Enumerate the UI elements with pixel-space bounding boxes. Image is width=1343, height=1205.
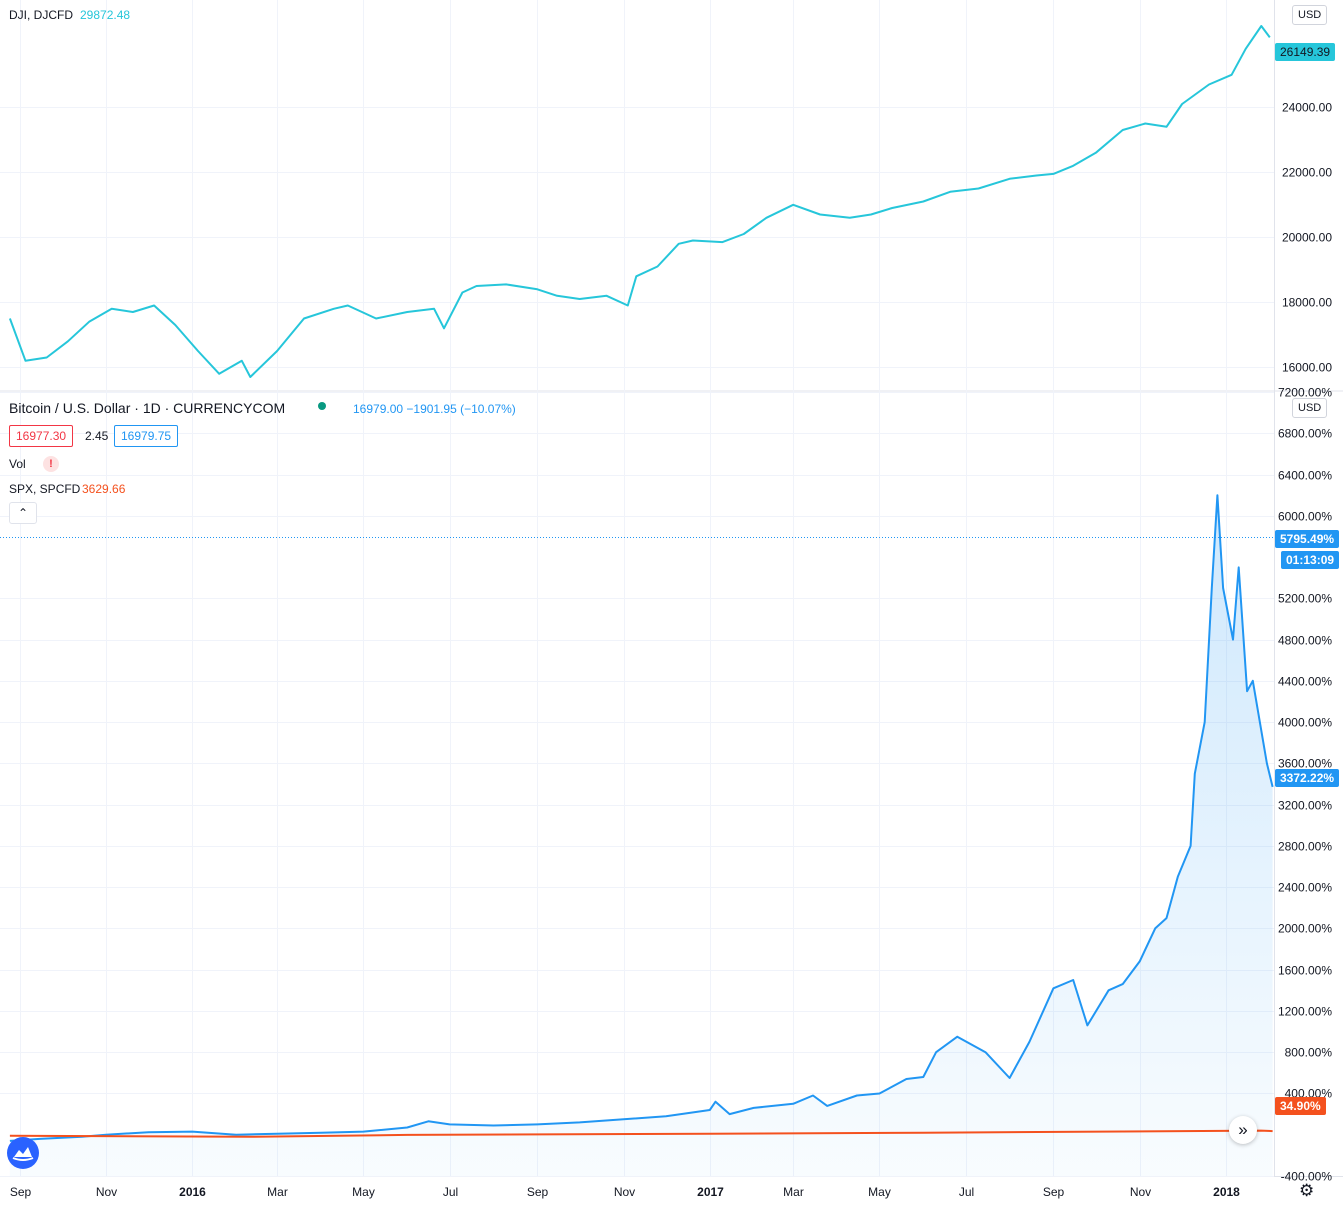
y-tick-label: 3600.00% — [1278, 757, 1332, 771]
x-tick-label: Mar — [267, 1185, 288, 1199]
dji-value-label: 29872.48 — [80, 8, 131, 22]
x-tick-label: Mar — [783, 1185, 804, 1199]
y-tick-label: 16000.00 — [1282, 361, 1332, 375]
y-tick-label: 7200.00% — [1278, 386, 1332, 400]
tradingview-logo-icon[interactable] — [7, 1137, 39, 1169]
bottom-currency-button[interactable]: USD — [1292, 398, 1328, 418]
x-tick-label: Nov — [1130, 1185, 1151, 1199]
x-tick-label: Sep — [1043, 1185, 1065, 1199]
y-tick-label: 22000.00 — [1282, 166, 1332, 180]
chevron-double-right-icon[interactable]: » — [1229, 1116, 1257, 1144]
y-tick-label: 4400.00% — [1278, 675, 1332, 689]
y-tick-label: 5200.00% — [1278, 592, 1332, 606]
crosshair-percent-tag: 5795.49% — [1275, 530, 1340, 548]
bar-countdown-tag: 01:13:09 — [1281, 551, 1340, 569]
btc-series-area — [9, 495, 1273, 1176]
btc-title[interactable]: Bitcoin / U.S. Dollar · 1D · CURRENCYCOM — [9, 400, 286, 416]
btc-last-percent-tag: 3372.22% — [1275, 769, 1340, 787]
x-tick-label: Nov — [96, 1185, 117, 1199]
top-currency-button[interactable]: USD — [1292, 5, 1328, 25]
x-tick-label: Sep — [10, 1185, 32, 1199]
x-tick-label: Jul — [959, 1185, 974, 1199]
x-tick-label: 2016 — [179, 1185, 206, 1199]
x-tick-label: May — [868, 1185, 891, 1199]
volume-label[interactable]: Vol — [9, 457, 26, 471]
x-tick-label: 2018 — [1213, 1185, 1240, 1199]
btc-quote: 16979.00 −1901.95 (−10.07%) — [353, 402, 516, 416]
x-tick-label: May — [352, 1185, 375, 1199]
market-status-dot-icon — [318, 402, 326, 410]
y-tick-label: 800.00% — [1285, 1046, 1333, 1060]
y-tick-label: 4000.00% — [1278, 716, 1332, 730]
ask-price-box[interactable]: 16979.75 — [114, 425, 179, 447]
chevron-up-icon[interactable]: ⌃ — [9, 502, 37, 524]
y-tick-label: 18000.00 — [1282, 296, 1332, 310]
spx-last-percent-tag: 34.90% — [1275, 1097, 1326, 1115]
spread-value: 2.45 — [85, 429, 109, 443]
x-tick-label: Nov — [614, 1185, 635, 1199]
y-tick-label: 2800.00% — [1278, 840, 1332, 854]
y-tick-label: 1200.00% — [1278, 1005, 1332, 1019]
x-tick-label: 2017 — [697, 1185, 724, 1199]
x-tick-label: Jul — [443, 1185, 458, 1199]
y-tick-label: 4800.00% — [1278, 634, 1332, 648]
y-tick-label: 24000.00 — [1282, 101, 1332, 115]
spx-symbol-label[interactable]: SPX, SPCFD — [9, 482, 81, 496]
y-tick-label: 20000.00 — [1282, 231, 1332, 245]
volume-warning-icon[interactable]: ! — [43, 456, 59, 472]
dji-series-line — [8, 25, 1271, 378]
y-tick-label: 2400.00% — [1278, 881, 1332, 895]
bid-price-box[interactable]: 16977.30 — [9, 425, 74, 447]
dji-symbol-label[interactable]: DJI, DJCFD — [9, 8, 73, 22]
y-tick-label: 2000.00% — [1278, 922, 1332, 936]
spx-value-label: 3629.66 — [82, 482, 126, 496]
y-tick-label: -400.00% — [1281, 1170, 1333, 1184]
y-tick-label: 1600.00% — [1278, 964, 1332, 978]
y-tick-label: 6000.00% — [1278, 510, 1332, 524]
y-tick-label: 6800.00% — [1278, 427, 1332, 441]
dji-last-price-tag: 26149.39 — [1275, 43, 1336, 61]
x-tick-label: Sep — [527, 1185, 549, 1199]
y-tick-label: 6400.00% — [1278, 469, 1332, 483]
gear-icon[interactable]: ⚙ — [1299, 1181, 1315, 1200]
y-tick-label: 3200.00% — [1278, 799, 1332, 813]
